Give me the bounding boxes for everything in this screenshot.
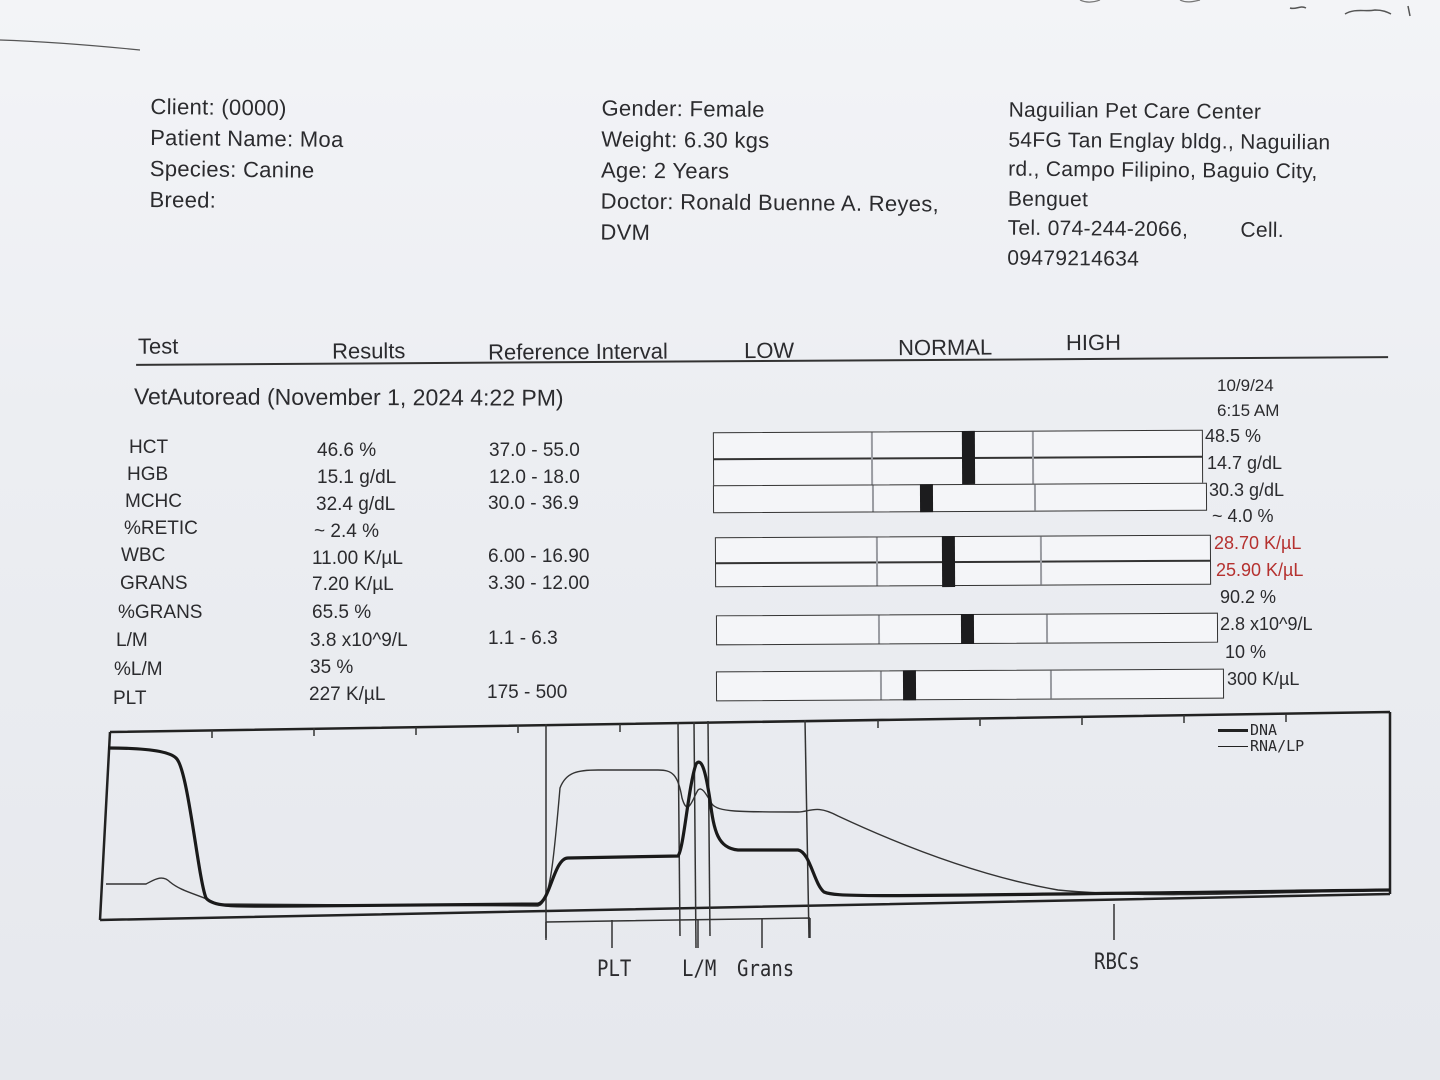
species-line: Species: Canine <box>149 155 315 183</box>
cell-distribution-graph <box>98 710 1392 948</box>
reference-interval: 6.00 - 16.90 <box>488 546 590 567</box>
range-marker-lm <box>960 613 975 645</box>
test-result: 65.5 % <box>312 602 372 623</box>
test-name: HCT <box>129 437 169 458</box>
test-result: 35 % <box>310 657 354 678</box>
test-name: HGB <box>127 464 169 485</box>
previous-run-stamp: 10/9/24 6:15 AM <box>1217 373 1279 423</box>
previous-value-pct-grans: 90.2 % <box>1220 587 1277 607</box>
clinic-info: Naguilian Pet Care Center 54FG Tan Engla… <box>1007 96 1331 276</box>
previous-run-date: 10/9/24 <box>1217 376 1274 395</box>
handwriting-scribble <box>0 0 1411 51</box>
reference-interval: 175 - 500 <box>487 682 568 703</box>
test-result: 32.4 g/dL <box>316 494 396 515</box>
range-bar-group-rbc <box>712 429 1204 489</box>
region-label-grans: Grans <box>737 956 795 982</box>
test-name: GRANS <box>120 573 188 594</box>
doctor-line: Doctor: Ronald Buenne A. Reyes, <box>600 188 940 217</box>
reference-interval: 12.0 - 18.0 <box>489 467 580 488</box>
col-normal: NORMAL <box>897 334 993 361</box>
gate-lines <box>545 719 810 948</box>
previous-value-mchc: 30.3 g/dL <box>1209 480 1285 500</box>
legend-dna: DNA <box>1218 722 1304 738</box>
region-label-plt: PLT <box>597 956 632 982</box>
clinic-tel: Tel. 074-244-2066, <box>1007 216 1189 242</box>
range-marker-hgb <box>961 457 976 485</box>
patient-details: Gender: Female Weight: 6.30 kgs Age: 2 Y… <box>600 93 940 251</box>
gender-line: Gender: Female <box>601 95 765 122</box>
reference-interval: 37.0 - 55.0 <box>489 440 580 461</box>
results-table-header: Test Results Reference Interval LOW NORM… <box>136 326 1389 366</box>
doctor-suffix-line: DVM <box>600 219 651 245</box>
graph-top-ticks <box>211 714 1287 738</box>
age-line: Age: 2 Years <box>600 157 730 184</box>
range-marker-wbc <box>941 536 956 563</box>
test-name: %GRANS <box>118 602 203 623</box>
range-bar-group-wbc <box>714 534 1212 588</box>
test-result: ~ 2.4 % <box>314 521 379 542</box>
client-line: Client: (0000) <box>150 93 287 121</box>
patient-name-line: Patient Name: Moa <box>150 124 344 153</box>
previous-value-grans: 25.90 K/µL <box>1216 560 1304 580</box>
region-label-rbcs: RBCs <box>1094 949 1140 975</box>
run-title: VetAutoread (November 1, 2024 4:22 PM) <box>133 383 564 411</box>
weight-line: Weight: 6.30 kgs <box>601 126 770 153</box>
test-result: 227 K/µL <box>309 684 386 705</box>
clinic-cell-label: Cell. <box>1240 218 1285 243</box>
test-name: L/M <box>116 630 148 651</box>
clinic-address-2: rd., Campo Filipino, Baguio City, <box>1008 157 1318 184</box>
previous-value-pct-lm: 10 % <box>1225 642 1267 662</box>
test-name: MCHC <box>125 491 182 512</box>
rna-lp-trace <box>106 769 1391 907</box>
clinic-name: Naguilian Pet Care Center <box>1008 98 1262 124</box>
previous-value-retic: ~ 4.0 % <box>1212 506 1274 526</box>
clinic-address-3: Benguet <box>1007 187 1089 211</box>
breed-line: Breed: <box>149 186 217 213</box>
test-result: 3.8 x10^9/L <box>310 630 408 651</box>
legend-swatch-dna <box>1218 729 1248 732</box>
range-marker-mchc <box>919 484 934 513</box>
previous-value-hgb: 14.7 g/dL <box>1207 453 1283 473</box>
col-results: Results <box>331 338 406 364</box>
previous-value-wbc: 28.70 K/µL <box>1214 533 1302 553</box>
range-bar-mchc <box>712 482 1208 514</box>
test-result: 15.1 g/dL <box>317 467 397 488</box>
patient-info: Client: (0000) Patient Name: Moa Species… <box>149 91 344 217</box>
previous-value-hct: 48.5 % <box>1205 426 1262 446</box>
clinic-cell: 09479214634 <box>1007 246 1140 271</box>
legend-rna-lp: RNA/LP <box>1218 738 1304 754</box>
col-test: Test <box>137 333 179 359</box>
range-bar-lm <box>715 612 1219 646</box>
test-result: 7.20 K/µL <box>312 574 394 595</box>
dna-trace <box>107 746 1391 908</box>
reference-interval: 1.1 - 6.3 <box>488 628 558 649</box>
graph-frame <box>98 710 1392 922</box>
test-result: 46.6 % <box>317 440 377 461</box>
range-marker-grans <box>942 562 956 588</box>
legend-swatch-rna <box>1218 745 1248 748</box>
range-marker-plt <box>902 670 917 701</box>
region-label-lm: L/M <box>682 956 717 982</box>
col-high: HIGH <box>1065 329 1122 356</box>
test-result: 11.00 K/µL <box>312 548 403 569</box>
range-marker-hct <box>961 430 975 458</box>
clinic-phone-line: Tel. 074-244-2066, Cell. <box>1007 214 1329 246</box>
reference-interval: 30.0 - 36.9 <box>488 493 579 514</box>
test-name: PLT <box>113 688 147 709</box>
graph-legend: DNA RNA/LP <box>1218 722 1304 754</box>
range-bar-plt <box>715 668 1225 702</box>
test-name: %L/M <box>114 659 163 680</box>
previous-value-plt: 300 K/µL <box>1227 669 1300 689</box>
previous-value-lm: 2.8 x10^9/L <box>1220 614 1313 634</box>
clinic-address-1: 54FG Tan Englay bldg., Naguilian <box>1008 128 1331 154</box>
reference-interval: 3.30 - 12.00 <box>488 573 590 594</box>
test-name: WBC <box>121 545 166 566</box>
previous-run-time: 6:15 AM <box>1217 401 1280 420</box>
test-name: %RETIC <box>124 518 198 539</box>
graph-bottom-scale <box>545 904 1115 948</box>
